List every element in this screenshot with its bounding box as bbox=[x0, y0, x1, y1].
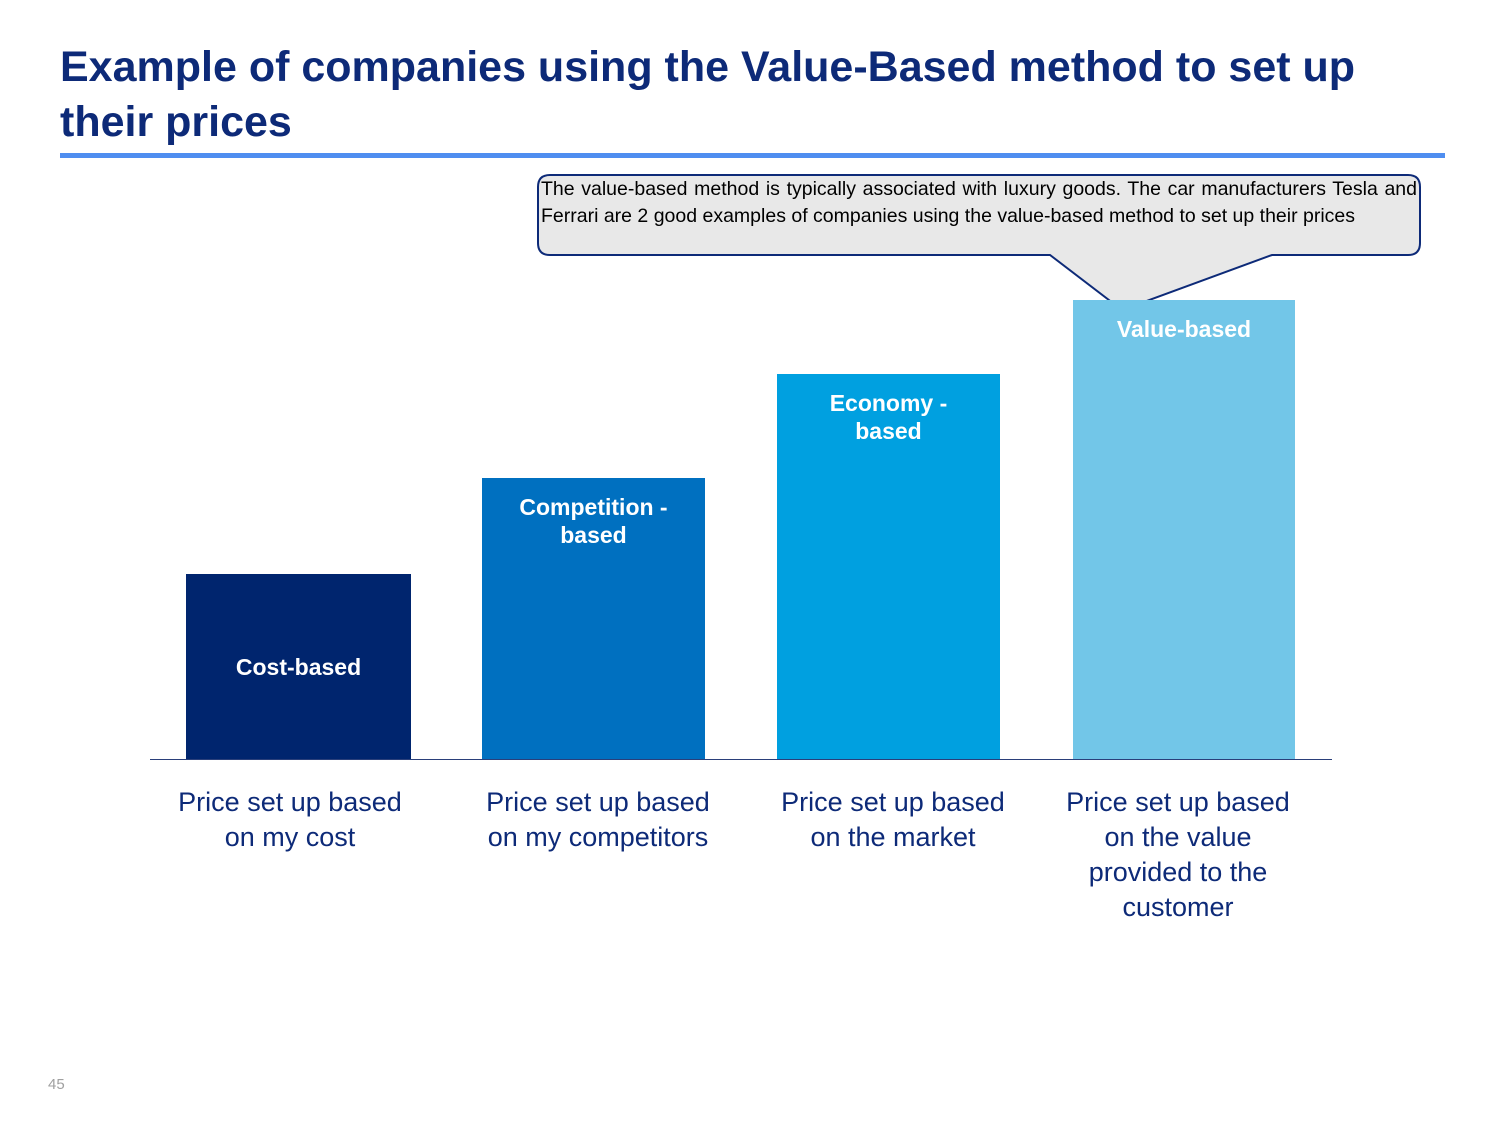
page-title: Example of companies using the Value-Bas… bbox=[60, 43, 1356, 146]
description-competition-based: Price set up based on my competitors bbox=[486, 787, 710, 852]
bar-label-competition-based: Competition - based bbox=[519, 494, 668, 548]
callout-text: The value-based method is typically asso… bbox=[541, 178, 1417, 227]
bar-label-value-based: Value-based bbox=[1116, 316, 1252, 342]
description-cost-based: Price set up based on my cost bbox=[178, 787, 402, 852]
bar-label-economy-based: Economy - based bbox=[829, 390, 948, 444]
chart-baseline bbox=[150, 759, 1332, 760]
page-number: 45 bbox=[48, 1076, 65, 1093]
title-underline bbox=[60, 153, 1445, 158]
bar-cost-based: Cost-based bbox=[186, 574, 411, 760]
bar-value-based: Value-based bbox=[1073, 300, 1295, 760]
description-value-based: Price set up based on the value provided… bbox=[1066, 787, 1290, 922]
bar-label-cost-based: Cost-based bbox=[235, 654, 362, 680]
callout-shape bbox=[537, 174, 1421, 312]
description-economy-based: Price set up based on the market bbox=[781, 787, 1005, 852]
bar-competition-based: Competition - based bbox=[482, 478, 705, 760]
bar-economy-based: Economy - based bbox=[777, 374, 1000, 760]
